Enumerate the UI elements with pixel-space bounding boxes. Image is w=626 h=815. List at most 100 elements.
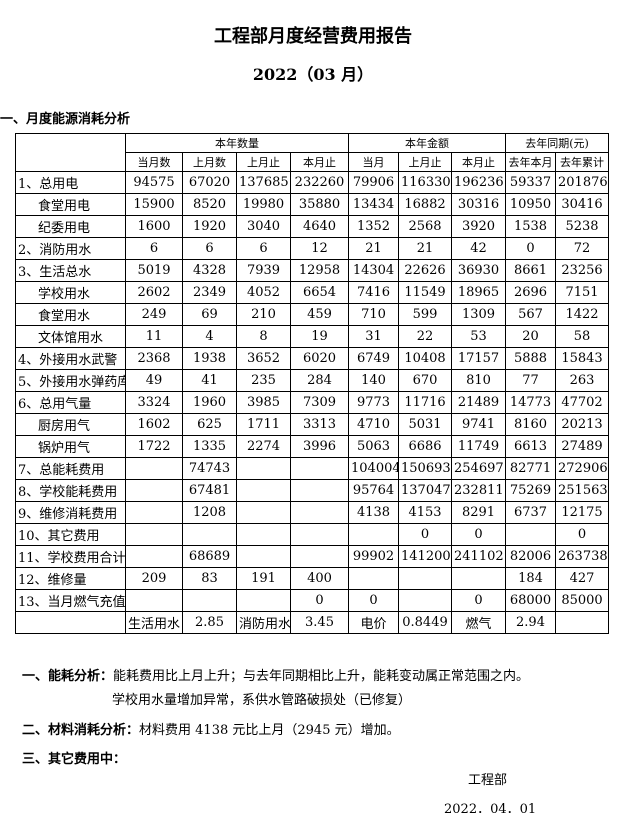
- row-label: 13、当月燃气充值: [15, 589, 126, 612]
- cell: 4138: [348, 501, 399, 524]
- cell: 30316: [450, 193, 507, 216]
- cell: [348, 523, 399, 546]
- cell: 9773: [348, 391, 399, 414]
- cell: 27489: [555, 435, 610, 458]
- cell: 7416: [348, 281, 399, 304]
- row-label: 食堂用电: [15, 193, 126, 216]
- row-label: 2、消防用水: [15, 237, 126, 260]
- row-label: 食堂用水: [15, 303, 126, 326]
- signature-date: 2022．04．01: [444, 802, 537, 815]
- row-label: 锅炉用气: [15, 435, 126, 458]
- cell: 16882: [398, 193, 452, 216]
- cell: 427: [555, 567, 610, 590]
- cell: 21: [398, 237, 452, 260]
- cell: 燃气: [450, 611, 507, 634]
- row-label: 9、维修消耗费用: [15, 501, 126, 524]
- table-row: 厨房用气 1602 625 1711 3313 4710 5031 9741 8160 20213: [15, 413, 610, 436]
- cell: 104004: [348, 457, 399, 480]
- cell: 68689: [182, 545, 237, 568]
- cell: [290, 501, 349, 524]
- cell: 5063: [348, 435, 399, 458]
- cell: 184: [505, 567, 557, 590]
- cell: 12958: [290, 259, 349, 282]
- cell: 15900: [125, 193, 183, 216]
- cell: 17157: [450, 347, 507, 370]
- row-label: [15, 611, 126, 634]
- cell: 251563: [555, 479, 610, 502]
- cell: [125, 501, 183, 524]
- cell: 7151: [555, 281, 610, 304]
- table-row: 5、外接用水弹药库 49 41 235 284 140 670 810 77 263: [15, 369, 610, 392]
- cell: 11716: [398, 391, 452, 414]
- cell: 19: [290, 325, 349, 348]
- table-row: 3、生活总水 5019 4328 7939 12958 14304 22626 36930 86…: [15, 259, 610, 282]
- cell: 74743: [182, 457, 237, 480]
- note-heading: 材料消耗分析：: [48, 723, 140, 738]
- note-number: 一、: [22, 669, 49, 684]
- row-label: 11、学校费用合计: [15, 545, 126, 568]
- cell: [450, 567, 507, 590]
- cell: 22626: [398, 259, 452, 282]
- cell: 1602: [125, 413, 183, 436]
- cell: 4710: [348, 413, 399, 436]
- cell: 72: [555, 237, 610, 260]
- column-header: 当月: [348, 152, 399, 172]
- cell: 254697: [450, 457, 507, 480]
- cell: 8291: [450, 501, 507, 524]
- cell: [236, 501, 291, 524]
- report-period: 2022（03 月）: [252, 65, 374, 84]
- cell: 47702: [555, 391, 610, 414]
- cell: 1335: [182, 435, 237, 458]
- cell: 31: [348, 325, 399, 348]
- cell: [236, 457, 291, 480]
- cell: 272906: [555, 457, 610, 480]
- cell: 6020: [290, 347, 349, 370]
- cell: 459: [290, 303, 349, 326]
- cell: 1711: [236, 413, 291, 436]
- cell: 232260: [290, 171, 349, 194]
- cell: 消防用水: [236, 611, 291, 634]
- row-label: 6、总用气量: [15, 391, 126, 414]
- cell: 6: [182, 237, 237, 260]
- table-row: 1、总用电 94575 67020 137685 232260 79906 116330 19…: [15, 171, 610, 194]
- cell: 83: [182, 567, 237, 590]
- table-row: 生活用水 2.85 消防用水 3.45 电价 0.8449 燃气 2.94: [15, 611, 610, 634]
- cell: 8160: [505, 413, 557, 436]
- cell: 75269: [505, 479, 557, 502]
- cell: 3920: [450, 215, 507, 238]
- cell: 201876: [555, 171, 610, 194]
- cell: 7939: [236, 259, 291, 282]
- cell: [290, 523, 349, 546]
- cell: 810: [450, 369, 507, 392]
- cell: 20: [505, 325, 557, 348]
- row-label: 1、总用电: [15, 171, 126, 194]
- cell: 10950: [505, 193, 557, 216]
- cell: 1538: [505, 215, 557, 238]
- cell: 150693: [398, 457, 452, 480]
- cell: 82771: [505, 457, 557, 480]
- table-row: 7、总能耗费用 74743 104004 150693 254697 82771 27290…: [15, 457, 610, 480]
- cell: 1960: [182, 391, 237, 414]
- cell: 3040: [236, 215, 291, 238]
- cell: 0.8449: [398, 611, 452, 634]
- table-row: 4、外接用水武警 2368 1938 3652 6020 6749 10408 17157 58…: [15, 347, 610, 370]
- cell: 140: [348, 369, 399, 392]
- cell: 18965: [450, 281, 507, 304]
- cell: 生活用水: [125, 611, 183, 634]
- column-header: 上月数: [182, 152, 237, 172]
- cell: 95764: [348, 479, 399, 502]
- cell: 8520: [182, 193, 237, 216]
- column-header: 当月数: [125, 152, 183, 172]
- cell: 196236: [450, 171, 507, 194]
- cell: 3996: [290, 435, 349, 458]
- note-line: 三、其它费用中：: [22, 748, 126, 767]
- cell: 电价: [348, 611, 399, 634]
- table-row: 食堂用电 15900 8520 19980 35880 13434 16882 30316 10…: [15, 193, 610, 216]
- cell: 210: [236, 303, 291, 326]
- cell: [182, 589, 237, 612]
- cell: 6613: [505, 435, 557, 458]
- cell: 42: [450, 237, 507, 260]
- cell: 35880: [290, 193, 349, 216]
- cell: 69: [182, 303, 237, 326]
- row-label: 7、总能耗费用: [15, 457, 126, 480]
